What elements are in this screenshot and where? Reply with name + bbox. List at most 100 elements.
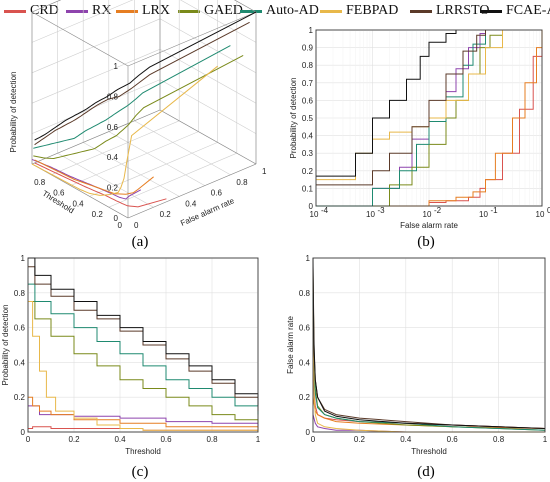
plot-frame xyxy=(312,257,546,433)
y-tick-label: 0.4 xyxy=(302,132,314,141)
x-tick-label: 1 xyxy=(543,435,548,444)
x-tick-label: 10 xyxy=(536,210,545,219)
x-tick-label: 10 xyxy=(366,210,375,219)
x-tick-exponent: -1 xyxy=(491,206,499,215)
y-tick-label: 0.2 xyxy=(160,210,172,219)
legend-swatch xyxy=(240,10,262,13)
y-tick-label: 0.2 xyxy=(299,393,311,402)
panel-label: (b) xyxy=(417,234,435,250)
gridline-floor xyxy=(134,120,231,176)
series-line-rx xyxy=(31,158,142,200)
legend-label: RX xyxy=(92,3,112,18)
x-tick-label: 10 xyxy=(310,210,319,219)
series-line-lrrsto xyxy=(34,21,250,146)
panel-d: 0 0.2 0.4 0.6 0.8 1 0 0.2 0.4 0.6 0.8 1 Threshold Fal… xyxy=(286,254,548,480)
series-line-lrx xyxy=(34,159,154,195)
gridline-wall xyxy=(159,18,257,74)
gridline-floor xyxy=(57,152,154,208)
y-tick-label: 0.8 xyxy=(299,289,311,298)
y-tick-label: 0 xyxy=(309,202,314,211)
x-tick-label: 0.6 xyxy=(53,189,65,198)
panel-c: 0 0.2 0.4 0.6 0.8 1 0 0.2 0.4 0.6 0.8 1 Threshold Pro… xyxy=(1,254,261,480)
gridline-floor xyxy=(108,152,237,208)
gridline-floor xyxy=(108,131,205,186)
y-tick-label: 1 xyxy=(306,254,311,263)
y-tick-label: 0.6 xyxy=(302,96,314,105)
y-tick-label: 0.8 xyxy=(14,289,26,298)
y-tick-label: 0.3 xyxy=(302,149,314,158)
y-axis-label: Probability of detection xyxy=(1,305,10,386)
gridline-floor xyxy=(83,142,180,197)
gridline-floor xyxy=(89,142,218,197)
plot-area xyxy=(312,257,546,433)
z-tick-label: 0.6 xyxy=(107,123,119,132)
axis-box-edge xyxy=(159,109,257,165)
y-tick-label: 0.9 xyxy=(302,44,314,53)
x-tick-label: 0 xyxy=(26,435,31,444)
gridline-wall xyxy=(31,18,161,74)
x-tick-label: 0.8 xyxy=(34,178,46,187)
legend-label: FCAE-AD xyxy=(506,3,550,18)
series-line-febpad xyxy=(312,310,545,433)
panel-a: 0 0.2 0.4 0.6 0.8 1 0 0.2 0.4 0.6 0.8 0 0.2 0.4 0.6 0.8… xyxy=(9,0,267,250)
series-line-crd xyxy=(34,162,167,208)
gridline-wall xyxy=(159,48,257,104)
series-line-febpad xyxy=(28,301,259,432)
axis-box-edge xyxy=(127,11,257,67)
x-tick-label: 0.2 xyxy=(92,210,104,219)
x-tick-exponent: -3 xyxy=(378,206,386,215)
z-tick-label: 0.8 xyxy=(107,92,119,101)
axis-box-edge xyxy=(31,109,161,165)
x-tick-label: 0.6 xyxy=(447,435,459,444)
y-tick-label: 0.2 xyxy=(14,393,26,402)
series-line-febpad xyxy=(31,65,218,196)
legend-swatch xyxy=(480,10,502,13)
x-tick-label: 0.4 xyxy=(114,435,126,444)
gridline-floor xyxy=(70,131,199,186)
y-tick-label: 1 xyxy=(262,167,267,176)
z-tick-label: 1 xyxy=(114,62,119,71)
x-tick-label: 0.6 xyxy=(160,435,172,444)
axis-box-edge xyxy=(31,11,129,67)
y-tick-label: 0.4 xyxy=(299,358,311,367)
legend-swatch xyxy=(178,10,200,13)
z-tick-label: 0.4 xyxy=(107,153,119,162)
x-tick-exponent: 0 xyxy=(547,206,550,215)
gridline-wall xyxy=(31,48,161,104)
legend-label: GAED xyxy=(204,3,243,18)
gridline-floor xyxy=(51,120,180,176)
axis-box-edge xyxy=(234,0,257,13)
z-tick-label: 0 xyxy=(114,214,119,223)
x-tick-exponent: -4 xyxy=(321,206,329,215)
plot-frame xyxy=(27,257,259,433)
x-tick-label: 0 xyxy=(118,221,123,230)
z-tick-label: 0.2 xyxy=(107,184,119,193)
plot-frame xyxy=(315,29,543,207)
panel-label: (a) xyxy=(132,234,149,250)
legend-label: LRX xyxy=(142,3,170,18)
x-tick-label: 0.8 xyxy=(206,435,218,444)
legend-swatch xyxy=(66,10,88,13)
x-tick-label: 0.8 xyxy=(493,435,505,444)
y-tick-label: 0 xyxy=(21,428,26,437)
legend: CRD RX LRX GAED Auto-AD FEBPAD LRRSTO FCAE-AD xyxy=(0,0,550,22)
y-tick-label: 0.6 xyxy=(299,324,311,333)
series-line-fcae-ad xyxy=(312,257,546,429)
series-line-auto-ad xyxy=(28,283,259,415)
legend-swatch xyxy=(410,10,432,13)
gridline-wall xyxy=(31,0,134,43)
series-line-fcae-ad xyxy=(34,11,257,141)
x-tick-exponent: -2 xyxy=(434,206,442,215)
x-tick-label: 0.4 xyxy=(400,435,412,444)
x-tick-label: 0.2 xyxy=(354,435,366,444)
series-line-rx xyxy=(28,405,259,427)
y-tick-label: 0 xyxy=(306,428,311,437)
series-line-crd xyxy=(316,30,543,207)
series-line-fcae-ad xyxy=(28,257,259,406)
panel-label: (c) xyxy=(132,464,149,480)
gridline-wall xyxy=(159,79,257,134)
x-axis-label: Threshold xyxy=(125,447,161,456)
x-axis-label: False alarm rate xyxy=(400,221,458,230)
y-tick-label: 0.5 xyxy=(302,114,314,123)
y-tick-label: 0.2 xyxy=(302,167,314,176)
